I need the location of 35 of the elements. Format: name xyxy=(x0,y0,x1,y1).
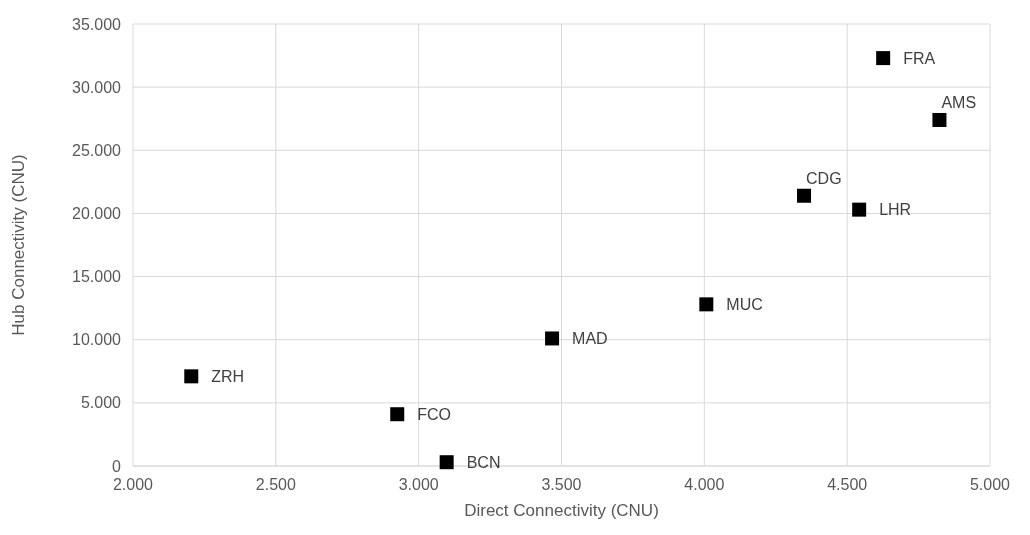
y-tick-label: 30.000 xyxy=(72,78,122,96)
annotation: CDG xyxy=(806,169,842,187)
point xyxy=(852,202,867,217)
annotation: AMS xyxy=(941,93,977,111)
point xyxy=(439,455,454,470)
y-tick-label: 0 xyxy=(112,457,122,475)
y-tick-label: 20.000 xyxy=(72,205,122,223)
x-tick-label: 4.500 xyxy=(827,476,868,493)
x-tick-label: 3.000 xyxy=(398,476,439,493)
x-tick-label: 3.500 xyxy=(541,476,582,493)
y-tick-label: 25.000 xyxy=(72,141,122,159)
point xyxy=(797,188,812,203)
point xyxy=(184,369,199,384)
annotation: LHR xyxy=(879,201,912,219)
y-tick-label: 10.000 xyxy=(72,331,122,349)
x-tick-label: 5.000 xyxy=(969,476,1011,493)
x-tick-label: 2.000 xyxy=(112,476,154,493)
annotation: ZRH xyxy=(211,367,245,385)
y-tick-label: 15.000 xyxy=(72,268,122,286)
annotation: FRA xyxy=(903,49,936,67)
annotation: FCO xyxy=(417,405,452,423)
annotation: BCN xyxy=(466,453,501,471)
point xyxy=(390,407,405,422)
x-tick-label: 2.500 xyxy=(255,476,296,493)
point xyxy=(545,331,560,346)
annotation: MAD xyxy=(572,330,608,348)
y-axis-title: Hub Connectivity (CNU) xyxy=(9,154,28,336)
y-tick-label: 5.000 xyxy=(80,394,122,412)
y-tick-label: 35.000 xyxy=(72,15,122,33)
point xyxy=(699,297,714,312)
point xyxy=(932,112,947,127)
x-axis-title: Direct Connectivity (CNU) xyxy=(464,501,659,520)
point xyxy=(876,51,891,66)
annotation: MUC xyxy=(726,295,763,313)
x-tick-label: 4.000 xyxy=(684,476,725,493)
